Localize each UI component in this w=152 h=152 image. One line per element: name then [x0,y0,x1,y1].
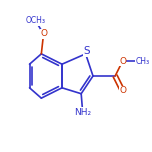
Text: O: O [119,57,126,66]
Text: CH₃: CH₃ [136,57,150,66]
Text: NH₂: NH₂ [74,108,91,117]
Text: O: O [119,86,126,95]
Text: S: S [83,46,90,56]
Text: OCH₃: OCH₃ [25,16,45,25]
Text: O: O [40,29,47,38]
